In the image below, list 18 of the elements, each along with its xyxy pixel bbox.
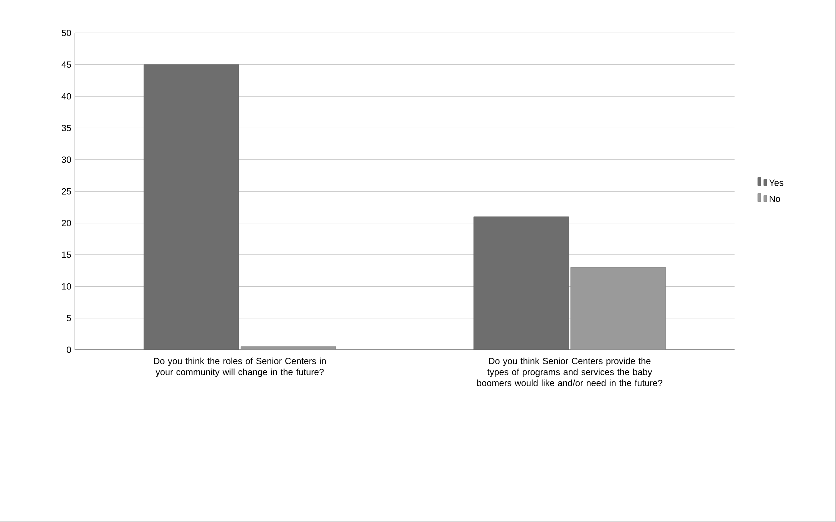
y-tick-label: 30 — [62, 156, 72, 164]
y-tick-label: 25 — [62, 188, 72, 195]
y-tick-label: 20 — [62, 220, 72, 226]
y-tick-label: 45 — [62, 62, 72, 68]
y-tick-label: 15 — [62, 252, 72, 258]
bar — [240, 346, 336, 350]
y-tick-label: 50 — [62, 30, 72, 36]
legend-label: No — [770, 196, 780, 202]
bar — [144, 64, 240, 350]
y-tick-label: 10 — [62, 283, 72, 290]
bar — [474, 216, 570, 350]
x-tick-label: Do you think the roles of Senior Centers in your community will change in the future? — [154, 358, 326, 378]
y-tick-label: 0 — [66, 346, 72, 354]
y-tick-label: 5 — [66, 315, 72, 322]
y-tick-label: 35 — [62, 124, 72, 132]
y-tick-label: 40 — [62, 93, 72, 100]
legend-label: Yes — [769, 180, 784, 186]
x-tick-label: Do you think Senior Centers provide the types of programs and services the baby boomers would like and/or need in the future? — [478, 358, 663, 386]
